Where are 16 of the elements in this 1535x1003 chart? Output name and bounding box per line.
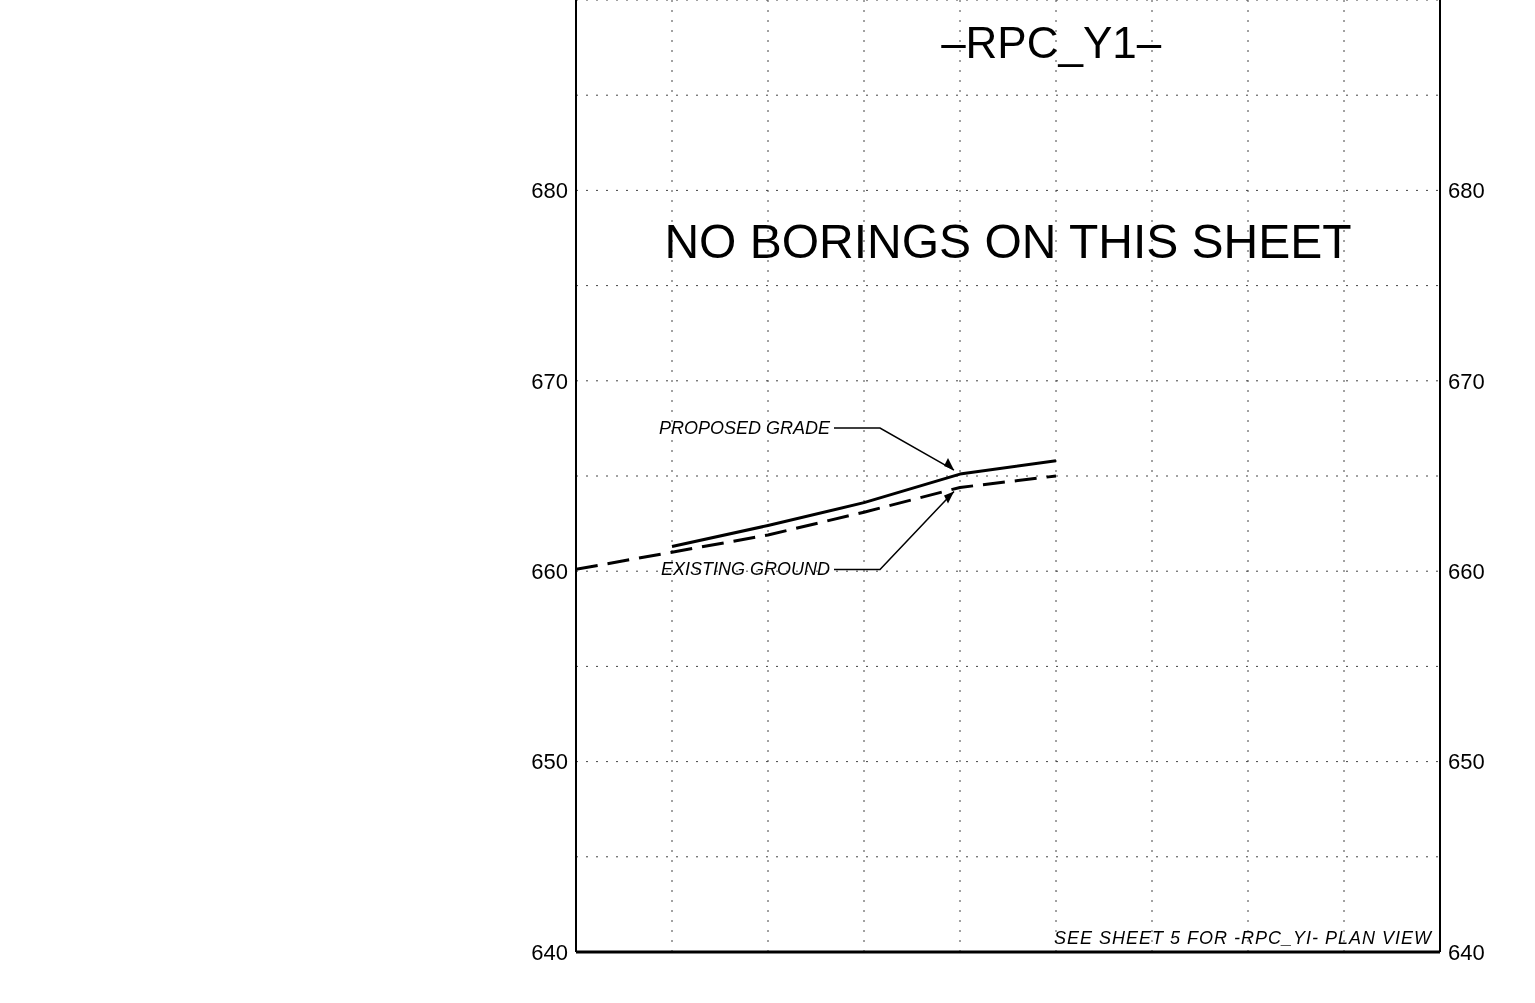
y-tick-label: 640 [531,939,568,965]
annotation: NO BORINGS ON THIS SHEET [664,215,1352,268]
y-tick-label: 680 [531,178,568,204]
y-tick-label: 660 [531,559,568,585]
y-tick-label: 670 [531,368,568,394]
series-label: EXISTING GROUND [660,559,830,580]
y2-tick-label: 650 [1448,749,1485,775]
y-tick-label: 650 [531,749,568,775]
y2-tick-label: 670 [1448,368,1485,394]
y2-tick-label: 660 [1448,559,1485,585]
chart-title: –RPC_Y1– [941,18,1162,67]
line-series [670,459,1058,548]
text: PROPOSED GRADE [658,418,831,439]
annotation: SEE SHEET 5 FOR -RPC_YI- PLAN VIEW [1053,928,1434,948]
y2-tick-label: 680 [1448,178,1485,204]
y2-tick-label: 640 [1448,939,1485,965]
